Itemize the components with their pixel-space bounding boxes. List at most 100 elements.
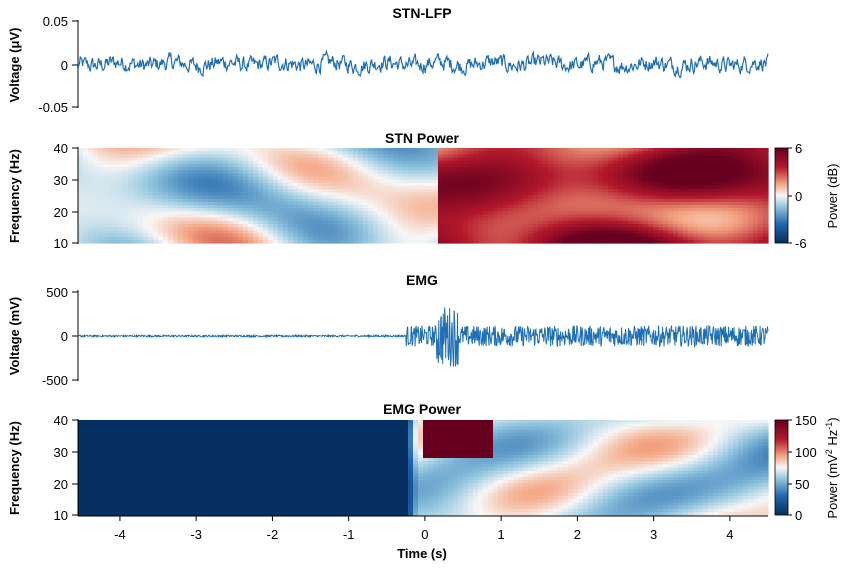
heatmap-cell <box>588 176 594 181</box>
heatmap-cell <box>133 480 139 484</box>
heatmap-cell <box>338 239 344 244</box>
heatmap-cell <box>383 211 389 216</box>
heatmap-cell <box>108 496 114 500</box>
heatmap-cell <box>98 189 104 193</box>
heatmap-cell <box>643 179 649 184</box>
heatmap-cell <box>78 224 84 228</box>
heatmap-cell <box>528 214 534 219</box>
heatmap-cell <box>218 208 224 212</box>
heatmap-cell <box>608 189 614 193</box>
heatmap-cell <box>183 505 189 510</box>
heatmap-cell <box>263 192 269 197</box>
heatmap-cell <box>198 467 204 472</box>
heatmap-cell <box>133 432 139 437</box>
heatmap-cell <box>93 214 99 219</box>
heatmap-cell <box>93 477 99 481</box>
heatmap-cell <box>283 182 289 187</box>
heatmap-cell <box>708 151 714 155</box>
heatmap-cell <box>613 157 619 162</box>
heatmap-cell <box>288 189 294 193</box>
heatmap-cell <box>238 151 244 155</box>
heatmap-cell <box>298 179 304 184</box>
heatmap-cell <box>438 217 444 222</box>
heatmap-cell <box>348 163 354 168</box>
heatmap-cell <box>188 426 194 431</box>
heatmap-cell <box>478 233 484 238</box>
heatmap-cell <box>198 189 204 193</box>
heatmap-cell <box>163 217 169 222</box>
heatmap-cell <box>98 435 104 440</box>
heatmap-cell <box>743 208 749 212</box>
heatmap-cell <box>183 157 189 162</box>
heatmap-cell <box>443 217 449 222</box>
heatmap-cell <box>113 220 119 225</box>
heatmap-cell <box>98 502 104 507</box>
heatmap-cell <box>88 160 94 165</box>
heatmap-cell <box>668 167 674 171</box>
heatmap-cell <box>338 148 344 152</box>
heatmap-cell <box>193 208 199 212</box>
heatmap-cell <box>278 189 284 193</box>
heatmap-cell <box>148 208 154 212</box>
heatmap-cell <box>623 182 629 187</box>
heatmap-cell <box>98 426 104 431</box>
heatmap-cell <box>223 154 229 159</box>
heatmap-cell <box>248 173 254 178</box>
heatmap-cell <box>103 489 109 494</box>
heatmap-cell <box>393 224 399 228</box>
heatmap-cell <box>88 442 94 446</box>
heatmap-cell <box>693 230 699 235</box>
heatmap-cell <box>278 182 284 187</box>
heatmap-cell <box>193 470 199 475</box>
heatmap-cell <box>478 170 484 174</box>
heatmap-cell <box>573 151 579 155</box>
heatmap-cell <box>163 420 169 424</box>
heatmap-cell <box>163 189 169 193</box>
heatmap-cell <box>658 208 664 212</box>
heatmap-cell <box>113 198 119 203</box>
heatmap-cell <box>133 502 139 507</box>
heatmap-cell <box>248 167 254 171</box>
heatmap-cell <box>693 186 699 190</box>
heatmap-cell <box>428 182 434 187</box>
heatmap-cell <box>193 201 199 206</box>
heatmap-cell <box>273 167 279 171</box>
heatmap-cell <box>643 211 649 216</box>
heatmap-cell <box>488 167 494 171</box>
heatmap-cell <box>738 151 744 155</box>
heatmap-cell <box>603 227 609 231</box>
heatmap-cell <box>718 236 724 241</box>
heatmap-cell <box>348 233 354 238</box>
heatmap-cell <box>258 173 264 178</box>
heatmap-cell <box>343 205 349 209</box>
heatmap-cell <box>673 167 679 171</box>
heatmap-cell <box>508 195 514 200</box>
heatmap-cell <box>223 173 229 178</box>
heatmap-cell <box>313 157 319 162</box>
heatmap-cell <box>728 224 734 228</box>
heatmap-cell <box>453 189 459 193</box>
heatmap-cell <box>403 163 409 168</box>
heatmap-cell <box>323 211 329 216</box>
heatmap-cell <box>278 236 284 241</box>
heatmap-cell <box>88 163 94 168</box>
heatmap-cell <box>168 499 174 503</box>
heatmap-cell <box>263 182 269 187</box>
heatmap-cell <box>603 176 609 181</box>
heatmap-cell <box>718 154 724 159</box>
heatmap-cell <box>393 220 399 225</box>
heatmap-cell <box>388 239 394 244</box>
heatmap-cell <box>88 432 94 437</box>
heatmap-cell <box>383 163 389 168</box>
heatmap-cell <box>533 220 539 225</box>
heatmap-cell <box>618 217 624 222</box>
heatmap-cell <box>83 508 89 513</box>
heatmap-cell <box>638 220 644 225</box>
heatmap-cell <box>173 454 179 459</box>
heatmap-cell <box>608 179 614 184</box>
heatmap-cell <box>463 208 469 212</box>
heatmap-cell <box>358 163 364 168</box>
heatmap-cell <box>238 189 244 193</box>
heatmap-cell <box>223 208 229 212</box>
heatmap-cell <box>738 211 744 216</box>
